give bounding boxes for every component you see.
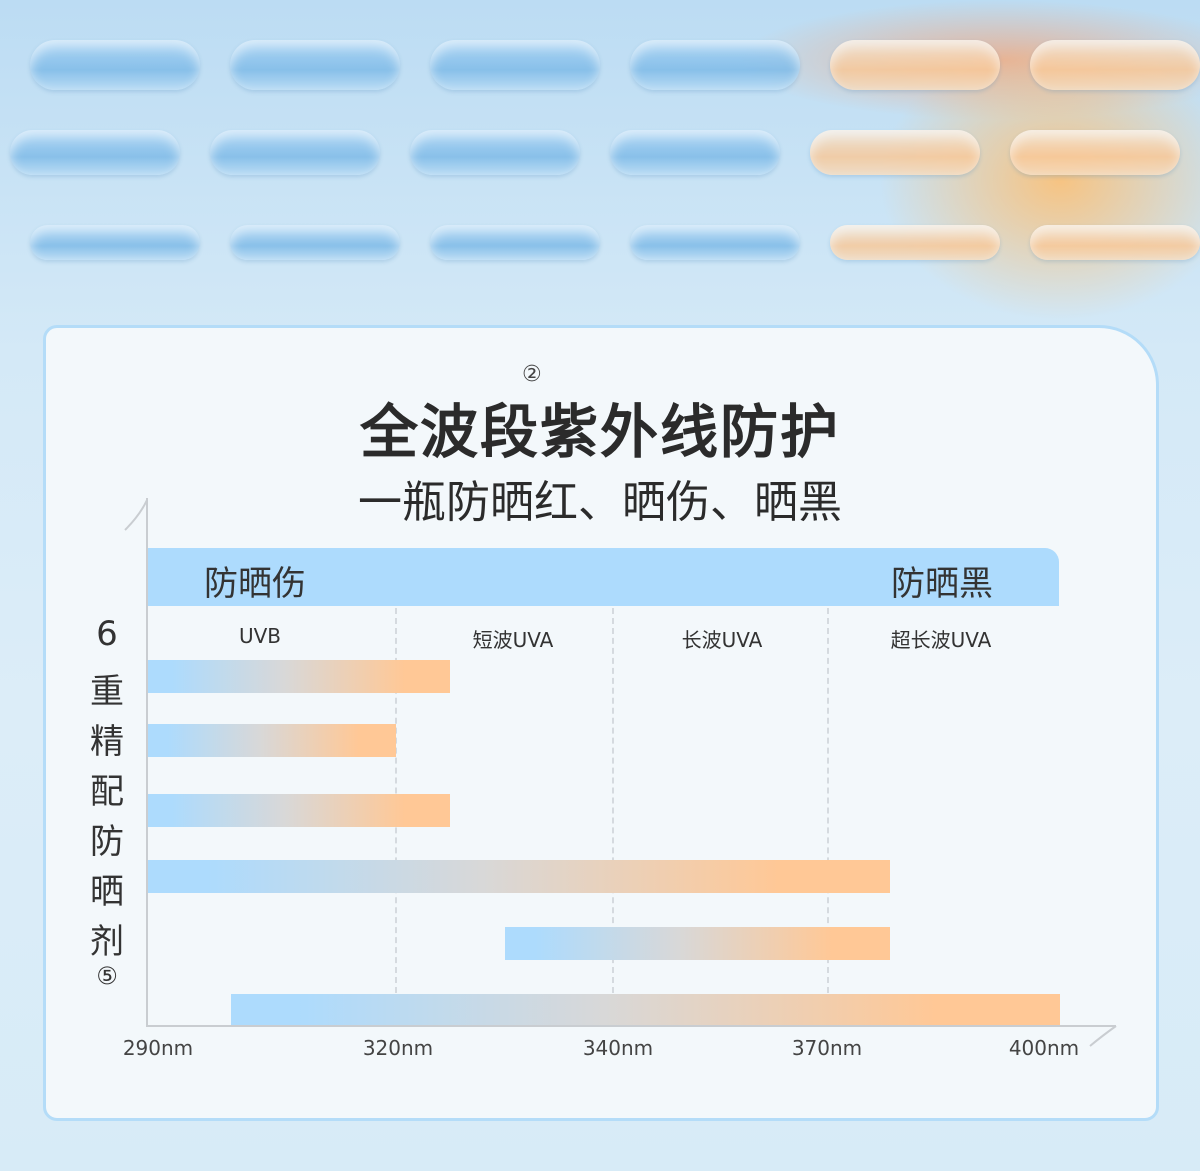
range-bar (148, 724, 396, 757)
side-label-char: 精 (90, 722, 124, 762)
range-bar (230, 994, 1060, 1027)
side-label-char: 晒 (90, 872, 124, 912)
cell-shape (230, 40, 400, 90)
page-title: 全波段紫外线防护 (359, 398, 840, 466)
side-label-footnote: ⑤ (96, 962, 118, 990)
grid-line (612, 608, 614, 993)
x-axis (146, 1025, 1116, 1027)
x-tick-label: 290nm (122, 1036, 194, 1060)
side-label-char: 配 (90, 772, 124, 812)
side-label-char: 防 (90, 822, 124, 862)
cell-shape (1030, 40, 1200, 90)
cell-shape (610, 130, 780, 175)
band-label-right: 防晒黑 (891, 564, 993, 604)
range-bar (148, 794, 451, 827)
x-tick-label: 340nm (582, 1036, 654, 1060)
region-label: 超长波UVA (890, 628, 992, 652)
y-axis (146, 498, 148, 1026)
side-label-char: 剂 (90, 922, 124, 962)
range-bar (148, 860, 890, 893)
protection-band (148, 548, 1059, 606)
x-tick-label: 320nm (362, 1036, 434, 1060)
band-label-left: 防晒伤 (204, 564, 306, 604)
range-bar (148, 660, 451, 693)
chart-card (43, 325, 1159, 1121)
x-tick-label: 400nm (1008, 1036, 1080, 1060)
cell-shape (830, 225, 1000, 260)
cell-shape (630, 225, 800, 260)
cell-shape (30, 40, 200, 90)
cell-shape (430, 225, 600, 260)
title-footnote: ② (522, 362, 542, 387)
cell-shape (230, 225, 400, 260)
cell-shape (1010, 130, 1180, 175)
cell-shape (430, 40, 600, 90)
grid-line (827, 608, 829, 993)
region-label: 长波UVA (681, 628, 763, 652)
subtitle: 一瓶防晒红、晒伤、晒黑 (358, 477, 842, 528)
side-label-char: 6 (96, 614, 118, 654)
region-label: UVB (238, 624, 282, 648)
cell-shape (1030, 225, 1200, 260)
range-bar (504, 927, 890, 960)
region-label: 短波UVA (472, 628, 554, 652)
side-label-char: 重 (90, 672, 124, 712)
cell-shape (630, 40, 800, 90)
cell-shape (10, 130, 180, 175)
cell-shape (210, 130, 380, 175)
cell-shape (410, 130, 580, 175)
cell-shape (810, 130, 980, 175)
x-tick-label: 370nm (791, 1036, 863, 1060)
cell-shape (830, 40, 1000, 90)
cell-shape (30, 225, 200, 260)
